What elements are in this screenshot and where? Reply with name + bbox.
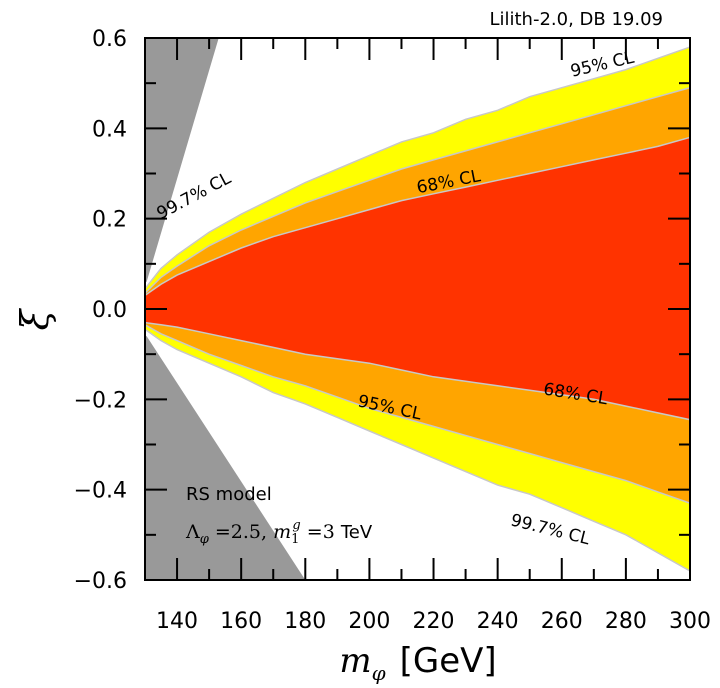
excluded-region-upper [145, 38, 219, 282]
plot-area [145, 38, 690, 580]
x-tick-label: 140 [156, 609, 198, 634]
x-axis-label: mφ [GeV] [339, 641, 496, 685]
x-tick-label: 300 [669, 609, 711, 634]
y-tick-label: 0.0 [92, 298, 127, 323]
chart-title: Lilith-2.0, DB 19.09 [489, 9, 663, 30]
x-tick-label: 240 [477, 609, 519, 634]
band-68-cl [145, 136, 690, 421]
tick-labels: 140 160 180 200 220 240 260 280 300 0.6 0.4 0.2 0.0 −… [74, 27, 711, 634]
annotation-model: RS model [186, 484, 272, 505]
x-tick-label: 200 [348, 609, 390, 634]
x-tick-label: 280 [605, 609, 647, 634]
excluded-region-lower [145, 336, 306, 580]
y-tick-label: −0.2 [74, 388, 127, 413]
y-tick-label: −0.4 [74, 479, 127, 504]
x-tick-label: 220 [413, 609, 455, 634]
y-tick-label: 0.2 [92, 208, 127, 233]
x-tick-label: 180 [284, 609, 326, 634]
y-axis-label: ξ [13, 307, 57, 330]
y-tick-label: −0.6 [74, 569, 127, 594]
y-tick-label: 0.6 [92, 27, 127, 52]
y-tick-label: 0.4 [92, 117, 127, 142]
x-tick-label: 160 [220, 609, 262, 634]
tick-marks [144, 37, 691, 581]
x-tick-label: 260 [541, 609, 583, 634]
annotation-params: Λφ =2.5, m1g =3 TeV [185, 518, 373, 547]
